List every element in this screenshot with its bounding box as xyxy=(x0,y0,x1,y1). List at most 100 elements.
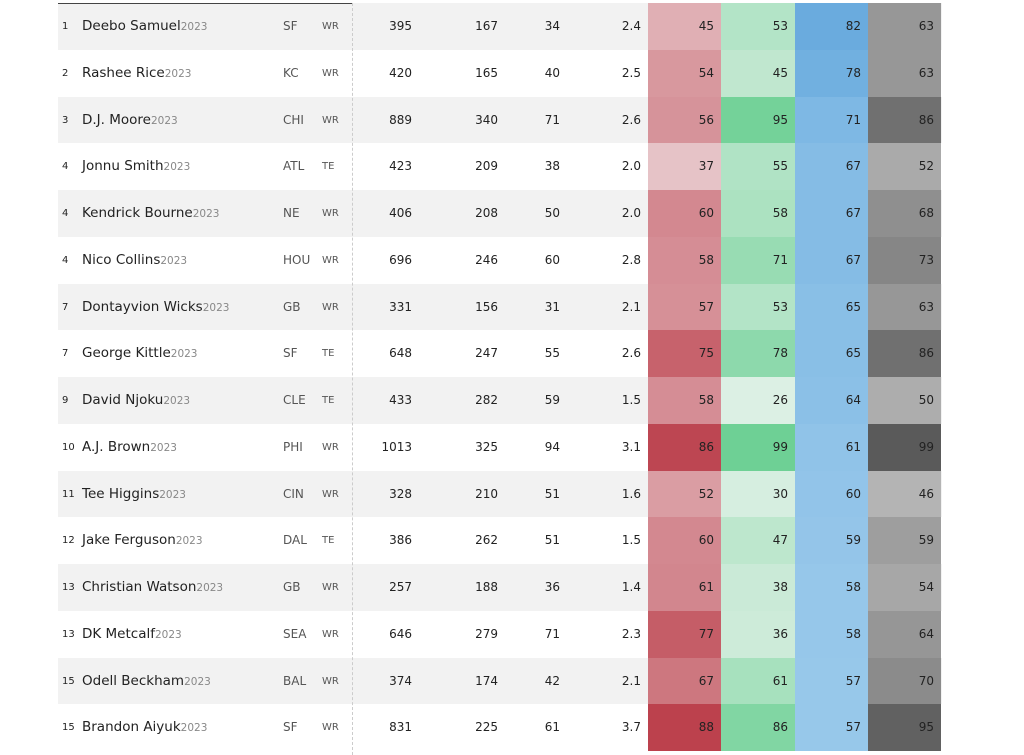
team: SEA xyxy=(283,626,307,641)
grade-cell: 63 xyxy=(868,49,941,97)
grade-cell: 52 xyxy=(648,470,721,518)
position: WR xyxy=(322,208,339,219)
player-name: Kendrick Bourne2023 xyxy=(82,190,219,237)
rank: 4 xyxy=(62,254,69,266)
rank: 12 xyxy=(62,535,75,547)
team: BAL xyxy=(283,673,307,688)
stat: 646 xyxy=(389,626,412,641)
stat: 51 xyxy=(544,486,560,501)
team: HOU xyxy=(283,252,311,267)
table-row: 15 Odell Beckham2023 BAL WR 374 174 42 2.1 67 61 5… xyxy=(58,657,942,705)
season: 2023 xyxy=(163,395,191,407)
season: 2023 xyxy=(180,21,208,33)
season: 2023 xyxy=(160,254,188,267)
stat: 889 xyxy=(389,112,412,127)
rank: 7 xyxy=(62,348,69,360)
grade-cell: 57 xyxy=(795,657,868,705)
team: CIN xyxy=(283,486,304,501)
rank: 4 xyxy=(62,208,69,219)
stat: 208 xyxy=(475,206,498,220)
team: SF xyxy=(283,346,298,361)
grade-cell: 55 xyxy=(721,143,795,191)
table-row: 13 Christian Watson2023 GB WR 257 188 36 1.4 61 3… xyxy=(58,564,942,611)
rank: 1 xyxy=(62,21,69,32)
stat: 188 xyxy=(475,580,498,594)
season: 2023 xyxy=(202,301,230,314)
team: PHI xyxy=(283,439,303,454)
position: WR xyxy=(322,628,339,640)
rank: 9 xyxy=(62,395,69,406)
position: WR xyxy=(322,21,339,32)
grade-cell: 56 xyxy=(648,96,721,144)
grade-cell: 86 xyxy=(868,96,941,144)
table-row: 3 D.J. Moore2023 CHI WR 889 340 71 2.6 56 95 71 86 xyxy=(58,96,942,144)
grade-cell: 36 xyxy=(721,610,795,658)
stat: 94 xyxy=(544,439,560,454)
stat: 395 xyxy=(389,19,412,33)
position: WR xyxy=(322,301,339,313)
team: GB xyxy=(283,580,301,594)
grade-cell: 67 xyxy=(648,657,721,705)
grade-cell: 58 xyxy=(795,564,868,611)
table-row: 4 Nico Collins2023 HOU WR 696 246 60 2.8 58 71 67 7… xyxy=(58,236,942,284)
stat: 167 xyxy=(475,19,498,33)
stat: 2.1 xyxy=(621,299,641,314)
stat: 59 xyxy=(544,393,560,407)
stat: 2.1 xyxy=(621,673,641,688)
position: WR xyxy=(322,675,339,687)
player-name: Nico Collins2023 xyxy=(82,237,187,284)
team: ATL xyxy=(283,159,305,174)
grade-cell: 78 xyxy=(795,49,868,97)
grade-cell: 58 xyxy=(648,236,721,284)
grade-cell: 86 xyxy=(648,423,721,471)
stat: 325 xyxy=(475,439,498,454)
grade-cell: 64 xyxy=(868,610,941,658)
stat: 433 xyxy=(389,393,412,407)
grade-cell: 63 xyxy=(868,283,941,331)
grade-cell: 60 xyxy=(648,517,721,565)
season: 2023 xyxy=(150,114,178,127)
stat: 71 xyxy=(544,112,560,127)
grade-cell: 88 xyxy=(648,704,721,752)
stat: 2.3 xyxy=(621,626,641,641)
grade-cell: 53 xyxy=(721,3,795,50)
stat: 71 xyxy=(544,626,560,641)
grade-cell: 86 xyxy=(868,330,941,378)
season: 2023 xyxy=(175,535,203,548)
stat: 2.8 xyxy=(621,252,641,267)
stat: 31 xyxy=(544,299,560,314)
grade-cell: 64 xyxy=(795,377,868,424)
player: Dontayvion Wicks xyxy=(82,298,203,315)
stat: 423 xyxy=(389,159,412,174)
stat: 282 xyxy=(475,393,498,407)
player-name: David Njoku2023 xyxy=(82,377,190,424)
stat: 340 xyxy=(475,112,498,127)
grade-cell: 54 xyxy=(868,564,941,611)
grade-cell: 30 xyxy=(721,470,795,518)
position: TE xyxy=(322,395,335,406)
player: Deebo Samuel xyxy=(82,18,181,34)
player-name: Brandon Aiyuk2023 xyxy=(82,704,207,751)
grade-cell: 60 xyxy=(795,470,868,518)
rank: 7 xyxy=(62,301,69,313)
stat: 1013 xyxy=(381,439,412,454)
grade-cell: 63 xyxy=(868,3,941,50)
season: 2023 xyxy=(192,208,220,220)
position: WR xyxy=(322,488,339,500)
player: Jake Ferguson xyxy=(82,532,176,549)
stat: 2.5 xyxy=(621,65,641,80)
rank: 13 xyxy=(62,628,75,640)
team: NE xyxy=(283,206,300,220)
rank: 4 xyxy=(62,161,69,173)
stat: 696 xyxy=(389,252,412,267)
grade-cell: 38 xyxy=(721,564,795,611)
position: WR xyxy=(322,441,339,453)
stat: 2.0 xyxy=(621,206,641,220)
stat: 55 xyxy=(544,346,560,361)
season: 2023 xyxy=(184,675,211,688)
player: DK Metcalf xyxy=(82,625,155,642)
player: Brandon Aiyuk xyxy=(82,719,181,736)
stat: 2.0 xyxy=(621,159,641,174)
stat: 225 xyxy=(475,720,498,735)
